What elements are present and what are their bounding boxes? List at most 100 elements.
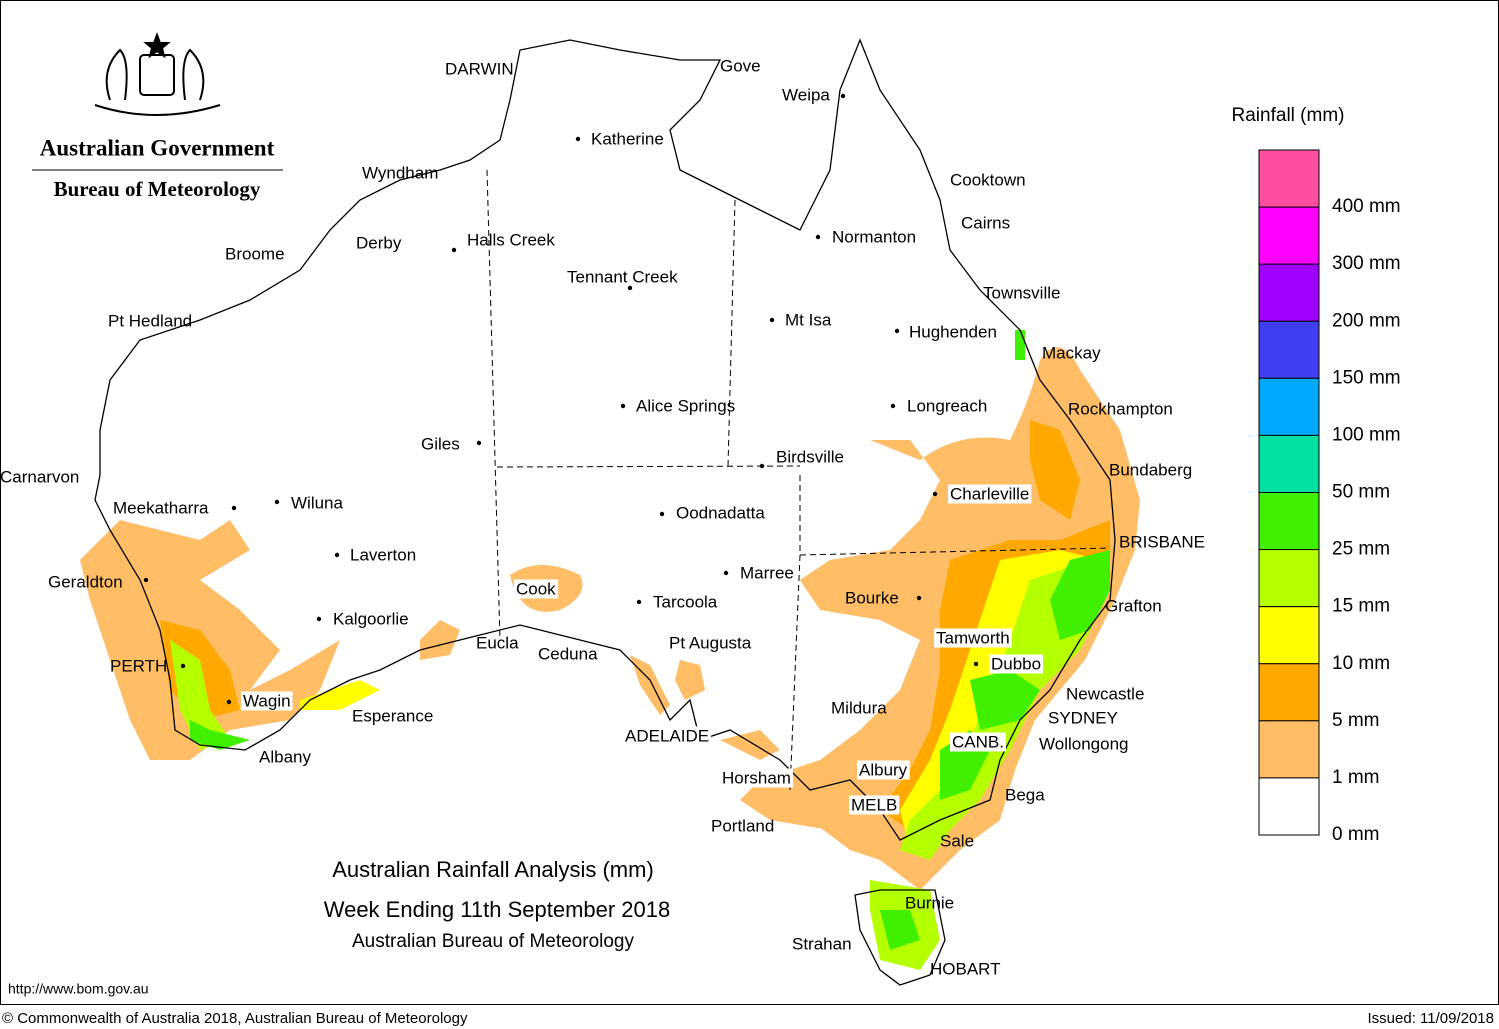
label-box xyxy=(720,768,793,788)
place-label: Bourke xyxy=(845,588,899,607)
title-line: Australian Bureau of Meteorology xyxy=(352,931,634,952)
label-box xyxy=(623,726,712,746)
place-dot xyxy=(226,699,232,705)
place-label: Longreach xyxy=(907,396,987,415)
legend-swatch xyxy=(1258,606,1320,665)
place-dot xyxy=(894,328,900,334)
legend-label: 0 mm xyxy=(1332,824,1380,845)
copyright: © Commonwealth of Australia 2018, Austra… xyxy=(2,1010,468,1027)
place-dot xyxy=(575,136,581,142)
place-dot xyxy=(476,440,482,446)
rain-10mm xyxy=(300,550,1100,850)
legend-label: 50 mm xyxy=(1332,482,1390,503)
place-label: Mackay xyxy=(1042,343,1101,362)
legend-swatch xyxy=(1258,720,1320,779)
legend-label: 400 mm xyxy=(1332,196,1401,217)
url[interactable]: http://www.bom.gov.au xyxy=(8,981,149,997)
place-label: Alice Springs xyxy=(636,396,735,415)
place-label: Charleville xyxy=(950,484,1029,503)
place-label: Weipa xyxy=(782,85,830,104)
place-label: Townsville xyxy=(983,283,1060,302)
issued-date: Issued: 11/09/2018 xyxy=(1368,1010,1495,1027)
state-borders xyxy=(486,169,1111,791)
legend-swatch xyxy=(1258,549,1320,608)
place-dot xyxy=(759,463,765,469)
place-dot xyxy=(973,661,979,667)
legend-title: Rainfall (mm) xyxy=(1232,105,1345,126)
legend-label: 25 mm xyxy=(1332,539,1390,560)
place-label: Gove xyxy=(720,56,761,75)
label-box xyxy=(948,484,1032,504)
place-label: Birdsville xyxy=(776,447,844,466)
place-label: Tarcoola xyxy=(653,592,718,611)
legend-swatch xyxy=(1258,492,1320,551)
place-label: Wollongong xyxy=(1039,734,1128,753)
rain-1mm xyxy=(80,520,910,830)
label-box xyxy=(849,795,900,815)
place-label: BRISBANE xyxy=(1119,532,1205,551)
legend-swatch xyxy=(1258,206,1320,265)
place-label: ADELAIDE xyxy=(625,726,709,745)
place-label: Portland xyxy=(711,816,774,835)
legend-swatch xyxy=(1258,434,1320,493)
place-label: Albany xyxy=(259,747,311,766)
place-label: Marree xyxy=(740,563,794,582)
place-label: Cook xyxy=(516,579,556,598)
place-label: Hughenden xyxy=(909,322,997,341)
label-box xyxy=(514,579,559,599)
place-label: Albury xyxy=(859,760,908,779)
legend-label: 200 mm xyxy=(1332,310,1401,331)
place-label: Pt Hedland xyxy=(108,311,192,330)
place-dot xyxy=(840,93,846,99)
label-box xyxy=(950,732,1006,752)
place-label: Derby xyxy=(356,233,402,252)
place-label: Broome xyxy=(225,244,285,263)
place-label: Wyndham xyxy=(362,163,438,182)
legend-label: 10 mm xyxy=(1332,653,1390,674)
place-label: Eucla xyxy=(476,633,519,652)
label-box xyxy=(241,691,293,711)
place-dot xyxy=(890,403,896,409)
place-dot xyxy=(815,234,821,240)
place-label: Meekatharra xyxy=(113,498,209,517)
place-label: Geraldton xyxy=(48,572,123,591)
title-line: Week Ending 11th September 2018 xyxy=(324,897,671,922)
legend-label: 1 mm xyxy=(1332,767,1380,788)
place-dot xyxy=(316,616,322,622)
place-label: PERTH xyxy=(110,656,167,675)
place-label: Tennant Creek xyxy=(567,267,678,286)
label-box xyxy=(934,628,1012,648)
place-dot xyxy=(916,595,922,601)
label-box xyxy=(111,498,211,518)
place-label: Laverton xyxy=(350,545,416,564)
place-dot xyxy=(769,317,775,323)
place-dot xyxy=(620,403,626,409)
government-name: Australian Government xyxy=(40,135,275,160)
place-dot xyxy=(231,505,237,511)
label-box xyxy=(857,760,910,780)
place-label: Burnie xyxy=(905,893,954,912)
place-label: CANB. xyxy=(952,732,1004,751)
legend-swatch xyxy=(1258,377,1320,436)
place-dot xyxy=(143,577,149,583)
legend-swatch xyxy=(1258,663,1320,722)
place-dot xyxy=(723,570,729,576)
place-label: Dubbo xyxy=(991,654,1041,673)
place-label: Normanton xyxy=(832,227,916,246)
place-label: Wiluna xyxy=(291,493,344,512)
place-dot xyxy=(274,499,280,505)
place-label: Rockhampton xyxy=(1068,399,1173,418)
legend-swatch xyxy=(1258,320,1320,379)
legend-swatch xyxy=(1258,263,1320,322)
place-label: Tamworth xyxy=(936,628,1010,647)
place-label: Ceduna xyxy=(538,644,598,663)
place-label: Horsham xyxy=(722,768,791,787)
place-label: SYDNEY xyxy=(1048,708,1118,727)
place-dot xyxy=(659,511,665,517)
legend-label: 15 mm xyxy=(1332,596,1390,617)
australia-map: DARWIN Gove Weipa Katherine Wyndham Derby Hall… xyxy=(0,38,1205,986)
place-label: Mt Isa xyxy=(785,310,832,329)
legend-label: 300 mm xyxy=(1332,253,1401,274)
place-dot xyxy=(334,552,340,558)
